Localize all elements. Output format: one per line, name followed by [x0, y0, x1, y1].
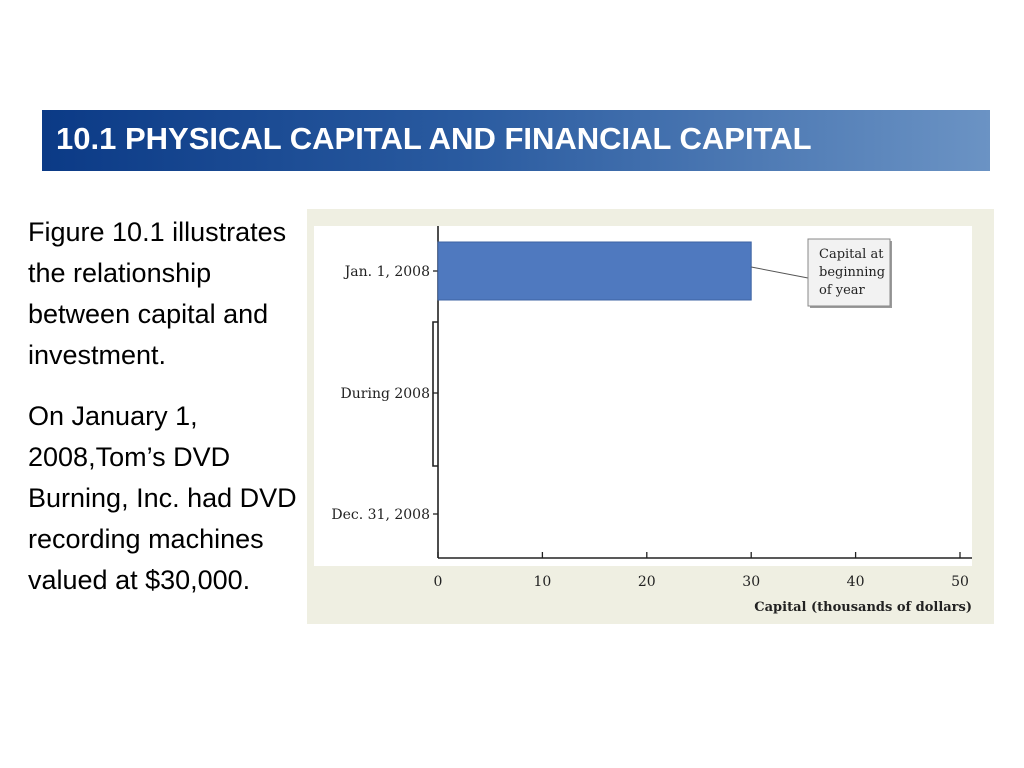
x-tick-label: 10	[533, 574, 551, 590]
callout-leader-line	[751, 266, 809, 279]
x-axis-label: Capital (thousands of dollars)	[754, 600, 972, 615]
paragraph-example: On January 1, 2008,Tom’s DVD Burning, In…	[28, 401, 297, 595]
x-tick-label: 0	[434, 574, 443, 590]
category-label: During 2008	[341, 386, 430, 402]
callout-text-line: of year	[819, 283, 866, 298]
during-2008-bracket	[432, 321, 438, 467]
title-bar: 10.1 PHYSICAL CAPITAL AND FINANCIAL CAPI…	[42, 110, 990, 171]
chart-panel: Jan. 1, 2008 During 2008 Dec. 31, 2008 0 10 2…	[307, 209, 994, 624]
bar	[437, 241, 752, 301]
category-label: Dec. 31, 2008	[331, 507, 430, 523]
x-tick-label: 40	[847, 574, 865, 590]
x-tick-label: 30	[742, 574, 760, 590]
callout-box	[807, 238, 891, 307]
paragraph-figure-description: Figure 10.1 illustrates the relationship…	[28, 217, 287, 370]
page-title: 10.1 PHYSICAL CAPITAL AND FINANCIAL CAPI…	[56, 121, 812, 156]
callout-text-line: Capital at	[819, 247, 884, 262]
capital-chart: Jan. 1, 2008 During 2008 Dec. 31, 2008 0 10 2…	[314, 226, 972, 615]
callout-text-line: beginning	[819, 265, 885, 280]
category-label: Jan. 1, 2008	[343, 264, 430, 280]
x-tick-label: 20	[638, 574, 656, 590]
body-text: Figure 10.1 illustrates the relationship…	[28, 212, 298, 621]
x-tick-label: 50	[951, 574, 969, 590]
